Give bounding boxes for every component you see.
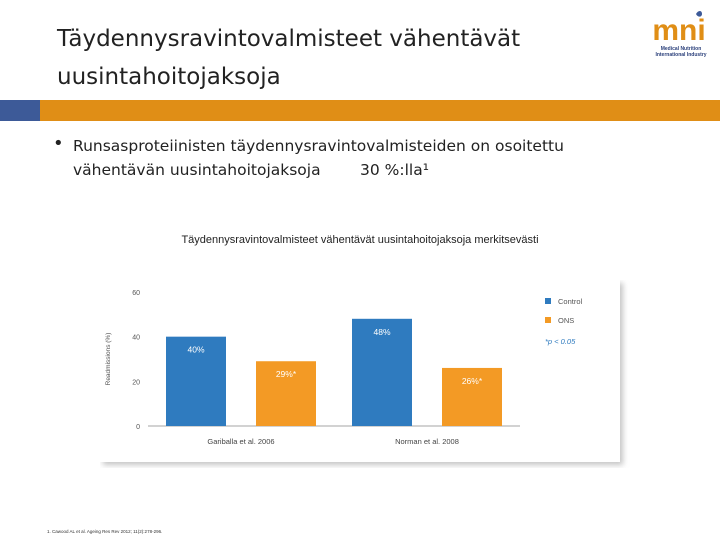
bar-value-label: 26%*: [462, 376, 483, 386]
mni-logo: mni: [652, 11, 706, 47]
logo-caption: Medical Nutrition International Industry: [646, 46, 716, 58]
bullet-text: Runsasproteiinisten täydennysravintovalm…: [73, 134, 693, 182]
logo-caption-line2: International Industry: [655, 52, 707, 58]
x-tick-label: Gariballa et al. 2006: [207, 437, 274, 446]
y-tick-label: 60: [132, 290, 140, 297]
significance-note: *p < 0.05: [545, 337, 576, 346]
chart-title: Täydennysravintovalmisteet vähentävät uu…: [181, 234, 539, 246]
header-bar-orange: [40, 100, 720, 121]
bullet-line2: vähentävän uusintahoitojaksoja 30 %:lla¹: [73, 161, 429, 179]
y-tick-label: 20: [132, 379, 140, 386]
bullet-line1: Runsasproteiinisten täydennysravintovalm…: [73, 137, 564, 155]
bar-ons: [256, 361, 316, 426]
bar-value-label: 48%: [373, 327, 390, 337]
logo-dot-icon: [696, 11, 702, 17]
header-bar-blue: [0, 100, 40, 121]
logo-letters: mni: [652, 14, 705, 47]
bullet-dot-icon: •: [53, 133, 64, 154]
legend-swatch-ons: [545, 317, 551, 323]
readmissions-chart: 0 20 40 60 Readmissions (%) 40% 29%* Gariballa …: [100, 280, 620, 462]
legend-swatch-control: [545, 298, 551, 304]
bar-control: [166, 336, 226, 426]
x-tick-label: Norman et al. 2008: [395, 437, 459, 446]
legend-label-ons: ONS: [558, 316, 574, 325]
y-tick-label: 0: [136, 424, 140, 431]
y-tick-label: 40: [132, 335, 140, 342]
bar-control: [352, 318, 412, 426]
slide-title-line1: Täydennysravintovalmisteet vähentävät: [57, 26, 521, 52]
footnote: 1. Cawood AL et al. Ageing Res Rev 2012;…: [47, 529, 163, 534]
legend-label-control: Control: [558, 297, 583, 306]
y-axis-label: Readmissions (%): [105, 333, 112, 386]
logo-caption-line1: Medical Nutrition: [660, 46, 702, 52]
bar-value-label: 29%*: [276, 369, 297, 379]
slide-title-line2: uusintahoitojaksoja: [57, 64, 281, 90]
bar-ons: [442, 367, 502, 426]
bar-value-label: 40%: [187, 345, 204, 355]
slide-title: Täydennysravintovalmisteet vähentävät uu…: [57, 20, 617, 96]
